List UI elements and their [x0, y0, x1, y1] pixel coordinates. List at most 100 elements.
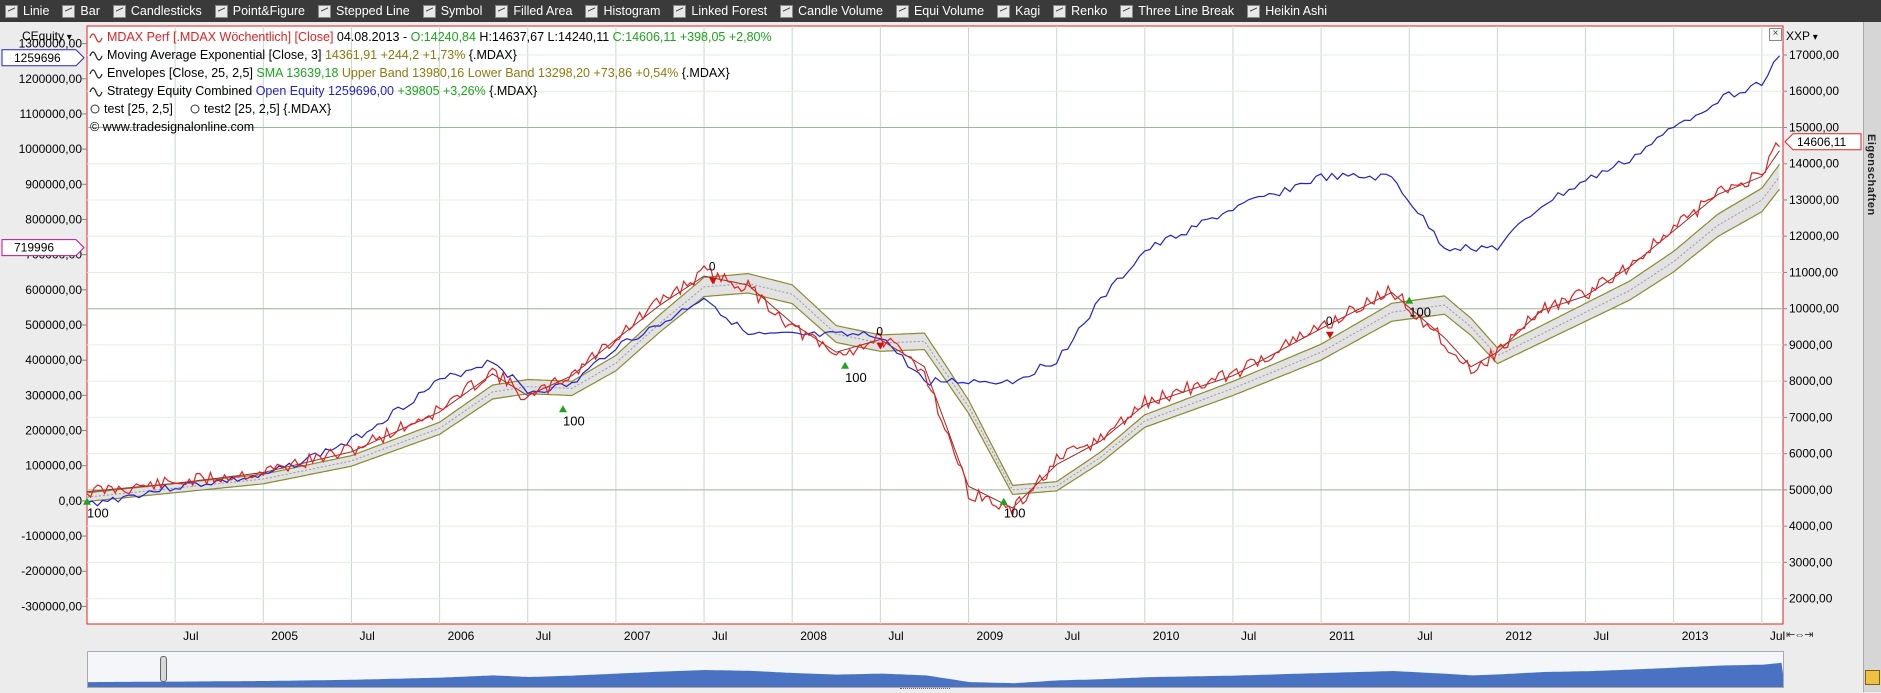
toolbar-candle-volume-button[interactable]: Candle Volume — [775, 0, 891, 22]
exit-arrow-icon — [708, 277, 717, 285]
x-tick-label: 2010 — [1153, 629, 1180, 643]
right-y-tick-label: 8000,00 — [1789, 374, 1833, 388]
line-chart-icon — [5, 4, 18, 18]
signal-label: 100 — [563, 413, 585, 428]
scroll-grip[interactable] — [900, 688, 950, 693]
equity-mid-marker-box — [1, 239, 85, 257]
zoom-arrows-icon[interactable]: ⇤⇔⇥ — [1786, 629, 1813, 641]
right-y-tick-label: 4000,00 — [1789, 519, 1833, 533]
bar-chart-icon — [62, 4, 76, 18]
left-axis-panel — [0, 22, 86, 652]
renko-icon — [1053, 4, 1067, 18]
x-tick-label: 2011 — [1329, 629, 1355, 643]
toolbar-label: Candle Volume — [798, 4, 883, 18]
toolbar-label: Heikin Ashi — [1265, 4, 1328, 18]
right-y-tick-label: 3000,00 — [1789, 555, 1833, 569]
long-entry-arrow-icon — [999, 497, 1008, 505]
legend-series-name[interactable]: Moving Average Exponential [Close, 3] — [107, 48, 321, 62]
signal-label: 100 — [845, 370, 867, 385]
left-y-tick-label: 200000,00 — [25, 424, 82, 438]
right-axis-selector[interactable]: XXP — [1786, 29, 1818, 43]
right-y-tick-label: 2000,00 — [1789, 592, 1833, 606]
left-y-tick-label: 1200000,00 — [19, 72, 83, 86]
symbol-icon — [422, 4, 436, 18]
pencil-icon[interactable] — [1865, 670, 1880, 685]
signal-label: 0 — [876, 325, 883, 339]
equity-marker-box — [1, 49, 85, 67]
legend-series-name[interactable]: MDAX Perf [.MDAX Wöchentlich] [Close] — [107, 30, 333, 44]
exit-arrow-icon — [1325, 331, 1334, 339]
toolbar-bar-chart-button[interactable]: Bar — [57, 0, 107, 22]
right-y-tick-label: 5000,00 — [1789, 483, 1833, 497]
x-tick-label: Jul — [1065, 629, 1080, 643]
right-y-tick-label: 10000,00 — [1789, 302, 1839, 316]
legend-series-name[interactable]: Envelopes [Close, 25, 2,5] — [107, 66, 253, 80]
long-entry-arrow-icon — [83, 497, 91, 505]
strategy-gear-icon — [90, 104, 100, 114]
toolbar-stepped-line-button[interactable]: Stepped Line — [313, 0, 418, 22]
properties-sidebar[interactable]: Eigenschaften — [1863, 22, 1881, 692]
chart-canvas[interactable]: Jul 2005 Jul 2006 Jul 2007 Jul 2008 Jul 2009 Jul 20… — [0, 22, 1863, 652]
legend-value: {.MDAX} — [678, 66, 729, 80]
equity-marker-label: 1259696 — [14, 51, 61, 65]
long-entry-arrow-icon — [841, 361, 850, 369]
toolbar-kagi-button[interactable]: Kagi — [992, 0, 1048, 22]
toolbar-histogram-button[interactable]: Histogram — [580, 0, 668, 22]
legend-entry: Strategy Equity Combined Open Equity 125… — [107, 84, 537, 98]
equi-volume-icon — [895, 4, 909, 18]
left-y-tick-label: 300000,00 — [25, 388, 82, 402]
toolbar-label: Equi Volume — [913, 4, 985, 18]
legend-value: C:14606,11 +398,05 +2,80% — [613, 30, 772, 44]
toolbar-label: Candlesticks — [130, 4, 202, 18]
right-y-tick-label: 13000,00 — [1789, 193, 1839, 207]
left-y-tick-label: 1100000,00 — [19, 107, 82, 121]
left-axis-selector[interactable]: CEquity — [22, 29, 72, 43]
filled-area-icon — [495, 4, 509, 18]
toolbar-symbol-button[interactable]: Symbol — [418, 0, 491, 22]
toolbar-label: Kagi — [1015, 4, 1041, 18]
toolbar-label: Bar — [80, 4, 100, 18]
toolbar-three-line-break-button[interactable]: Three Line Break — [1115, 0, 1242, 22]
toolbar-equi-volume-button[interactable]: Equi Volume — [891, 0, 992, 22]
point-figure-icon — [214, 4, 228, 18]
legend-value: +39805 +3,26% — [394, 84, 486, 98]
three-line-break-icon — [1120, 4, 1134, 18]
heikin-ashi-icon — [1247, 4, 1261, 18]
x-tick-label: Jul — [888, 629, 903, 643]
left-y-tick-label: 500000,00 — [25, 318, 82, 332]
linked-forest-icon — [673, 4, 687, 18]
toolbar-renko-button[interactable]: Renko — [1048, 0, 1115, 22]
left-y-tick-label: 100000,00 — [25, 459, 82, 473]
toolbar-heikin-ashi-button[interactable]: Heikin Ashi — [1242, 0, 1335, 22]
toolbar-point-figure-button[interactable]: Point&Figure — [210, 0, 313, 22]
signal-label: 100 — [87, 506, 109, 521]
legend-entry: Moving Average Exponential [Close, 3] 14… — [107, 48, 517, 62]
x-tick-label: 2006 — [448, 629, 475, 643]
toolbar-line-chart-button[interactable]: Linie — [0, 0, 57, 22]
navigator-area — [88, 662, 1783, 687]
properties-label[interactable]: Eigenschaften — [1865, 134, 1877, 216]
x-tick-label: 2005 — [271, 629, 298, 643]
right-y-tick-label: 7000,00 — [1789, 410, 1833, 424]
signal-label: 100 — [1004, 506, 1026, 521]
toolbar-filled-area-button[interactable]: Filled Area — [490, 0, 580, 22]
toolbar-label: Symbol — [440, 4, 483, 18]
mdax-price-line — [86, 141, 1780, 518]
x-tick-label: 2012 — [1505, 629, 1532, 643]
legend-value: {.MDAX} — [465, 48, 516, 62]
chart-type-toolbar: Linie Bar Candlesticks Point&Figure Stepped … — [0, 0, 1881, 22]
signal-label: 100 — [1409, 305, 1431, 320]
navigator-handle[interactable] — [160, 656, 167, 682]
toolbar-label: Stepped Line — [336, 4, 410, 18]
left-y-tick-label: 1300000,00 — [19, 37, 83, 51]
time-navigator[interactable] — [87, 651, 1784, 688]
x-tick-label: Jul — [359, 629, 374, 643]
series-wave-icon — [89, 51, 103, 61]
x-tick-label: Jul — [183, 629, 198, 643]
histogram-icon — [585, 4, 599, 18]
toolbar-candlestick-button[interactable]: Candlesticks — [108, 0, 210, 22]
price-marker-label: 14606,11 — [1797, 135, 1846, 149]
legend-series-name[interactable]: Strategy Equity Combined — [107, 84, 252, 98]
close-icon[interactable]: × — [1769, 28, 1782, 41]
toolbar-linked-forest-button[interactable]: Linked Forest — [668, 0, 775, 22]
